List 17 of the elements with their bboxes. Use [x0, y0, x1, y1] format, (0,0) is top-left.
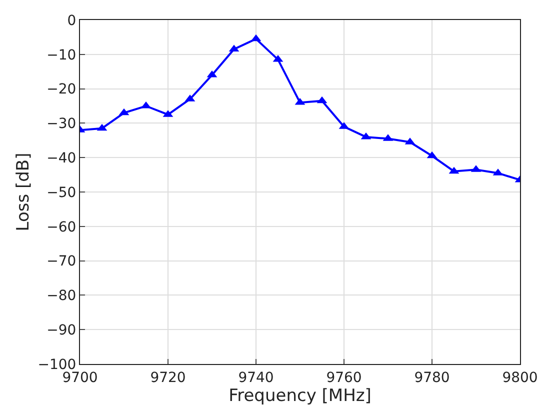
y-tick-label: −30: [46, 116, 76, 132]
x-tick-label: 9760: [326, 370, 362, 386]
x-tick-label: 9780: [414, 370, 450, 386]
y-tick-label: −70: [46, 254, 76, 270]
x-tick-label: 9800: [502, 370, 538, 386]
x-axis-title: Frequency [MHz]: [228, 386, 372, 406]
y-tick-label: −50: [46, 184, 76, 201]
x-tick-label: 9740: [238, 370, 274, 386]
y-tick-label: −10: [46, 47, 76, 64]
y-tick-label: −60: [46, 219, 76, 236]
y-tick-label: 0: [67, 12, 76, 29]
x-tick-label: 9720: [150, 370, 186, 386]
y-tick-label: −40: [46, 150, 76, 166]
y-tick-label: −90: [46, 322, 76, 338]
y-tick-label: −80: [46, 288, 76, 304]
y-tick-label: −20: [46, 82, 76, 98]
y-axis-title: Loss [dB]: [13, 152, 34, 232]
